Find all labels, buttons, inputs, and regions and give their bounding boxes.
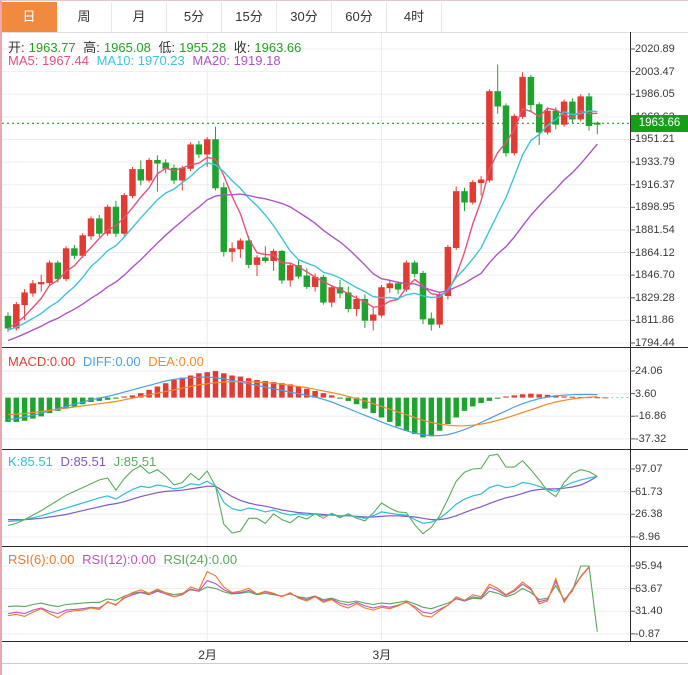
axis-tick-label: 24.06 — [635, 365, 663, 377]
tab-month-label: 月 — [132, 9, 146, 24]
axis-tick-label: 1933.79 — [635, 156, 675, 169]
axis-tick-label: 63.67 — [635, 582, 663, 595]
low-label: 低: — [158, 40, 176, 55]
tab-5min[interactable]: 5分 — [167, 2, 222, 32]
ma10-value: MA10: 1970.23 — [96, 53, 185, 68]
axis-tick-label: -37.32 — [635, 432, 667, 445]
ma5-value: MA5: 1967.44 — [8, 53, 89, 68]
chart-region[interactable]: 开: 1963.77 高: 1965.08 低: 1955.28 收: 1963.66 … — [2, 32, 688, 675]
axis-tick-label: 2003.47 — [635, 65, 675, 78]
last-price-tag: 1963.66 — [631, 114, 688, 132]
chart-canvas[interactable] — [2, 32, 688, 675]
open-label: 开: — [8, 40, 25, 55]
tab-60min[interactable]: 60分 — [332, 2, 387, 32]
tab-15min[interactable]: 15分 — [222, 2, 277, 32]
tab-week[interactable]: 周 — [57, 2, 112, 32]
tab-4hour[interactable]: 4时 — [387, 2, 442, 32]
tab-30min-label: 30分 — [290, 9, 318, 24]
axis-tick-label: 1916.37 — [635, 178, 675, 191]
tab-60min-label: 60分 — [345, 9, 373, 24]
dea-value: DEA:0.00 — [148, 354, 204, 369]
axis-tick-label: 1986.05 — [635, 88, 675, 101]
axis-tick-label: 61.73 — [635, 485, 663, 498]
axis-tick-label: 97.07 — [635, 463, 663, 475]
axis-tick-label: 1811.86 — [635, 314, 674, 327]
axis-tick-label: 3.60 — [635, 387, 657, 400]
ma-info-row: MA5: 1967.44 MA10: 1970.23 MA20: 1919.18 — [8, 53, 285, 68]
tab-week-label: 周 — [77, 9, 91, 24]
month-label: 3月 — [372, 648, 392, 662]
low-value: 1955.28 — [179, 40, 227, 55]
timeframe-tabbar: 日 周 月 5分 15分 30分 60分 4时 — [2, 2, 688, 33]
axis-tick-label: 1881.54 — [635, 223, 675, 236]
d-value: D:85.51 — [60, 454, 106, 469]
rsi6-value: RSI(6):0.00 — [8, 552, 75, 567]
tab-5min-label: 5分 — [183, 9, 205, 24]
tab-day[interactable]: 日 — [2, 2, 57, 32]
tab-4hour-label: 4时 — [403, 9, 425, 24]
close-value: 1963.66 — [254, 40, 302, 55]
axis-tick-label: 26.38 — [635, 508, 663, 521]
month-label: 2月 — [198, 648, 217, 662]
high-value: 1965.08 — [103, 40, 151, 55]
close-label: 收: — [233, 40, 251, 55]
ohlc-info-row: 开: 1963.77 高: 1965.08 低: 1955.28 收: 1963.66 — [8, 37, 305, 56]
axis-tick-label: 1864.12 — [635, 246, 675, 259]
tab-30min[interactable]: 30分 — [277, 2, 332, 32]
axis-tick-label: -16.86 — [635, 410, 667, 423]
axis-tick-label: 1951.21 — [635, 133, 675, 146]
axis-tick-label: 1846.70 — [635, 269, 675, 282]
tab-day-label: 日 — [22, 9, 36, 24]
axis-tick-label: 1898.95 — [635, 201, 675, 214]
high-label: 高: — [83, 40, 100, 55]
axis-tick-label: -0.87 — [635, 627, 661, 640]
axis-tick-label: -8.96 — [635, 530, 661, 543]
rsi-label-row: RSI(6):0.00 RSI(12):0.00 RSI(24):0.00 — [8, 552, 241, 567]
diff-value: DIFF:0.00 — [82, 354, 141, 369]
macd-label-row: MACD:0.00 DIFF:0.00 DEA:0.00 — [8, 354, 208, 369]
kdj-label-row: K:85.51 D:85.51 J:85.51 — [8, 454, 160, 469]
axis-tick-label: 95.94 — [635, 560, 663, 572]
k-value: K:85.51 — [8, 454, 53, 469]
macd-value: MACD:0.00 — [8, 354, 76, 369]
axis-tick-label: 31.40 — [635, 605, 663, 618]
rsi24-value: RSI(24):0.00 — [163, 552, 238, 567]
axis-tick-label: 2020.89 — [635, 43, 675, 55]
tab-15min-label: 15分 — [235, 9, 263, 24]
ma20-value: MA20: 1919.18 — [192, 53, 281, 68]
j-value: J:85.51 — [113, 454, 157, 469]
axis-tick-label: 1829.28 — [635, 291, 675, 304]
open-value: 1963.77 — [28, 40, 76, 55]
rsi12-value: RSI(12):0.00 — [82, 552, 156, 567]
axis-tick-label: 1794.44 — [635, 336, 675, 349]
tab-month[interactable]: 月 — [112, 2, 167, 32]
